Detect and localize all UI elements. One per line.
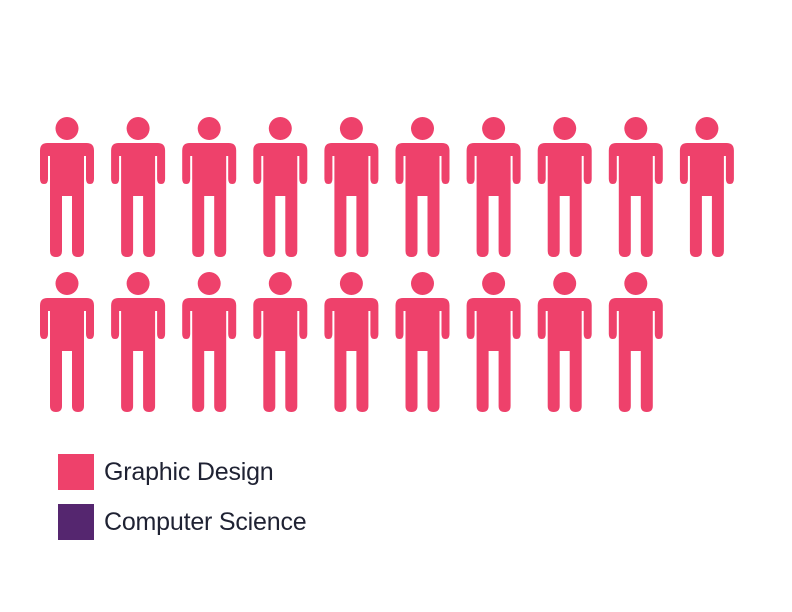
person-icon xyxy=(324,272,379,412)
person-icon xyxy=(253,117,308,257)
legend-item-computer-science: Computer Science xyxy=(58,504,307,540)
person-icon xyxy=(182,272,237,412)
person-icon xyxy=(111,272,166,412)
person-icon xyxy=(40,117,94,257)
person-icon xyxy=(608,272,663,412)
legend-item-graphic-design: Graphic Design xyxy=(58,454,306,490)
legend: Graphic Design Computer Science xyxy=(58,454,307,554)
person-icon xyxy=(111,117,166,257)
person-icon xyxy=(395,117,450,257)
legend-label-graphic-design: Graphic Design xyxy=(104,457,274,486)
person-icon xyxy=(182,117,237,257)
person-icon xyxy=(466,117,521,257)
person-icon xyxy=(537,272,592,412)
person-icon xyxy=(679,117,734,257)
person-icon xyxy=(608,117,663,257)
legend-swatch-graphic-design xyxy=(58,454,94,490)
person-icon xyxy=(680,272,734,412)
person-icon xyxy=(466,272,521,412)
person-icon xyxy=(324,117,379,257)
person-icon xyxy=(537,117,592,257)
legend-swatch-computer-science xyxy=(58,504,94,540)
person-icon xyxy=(253,272,308,412)
pictograph-chart xyxy=(40,117,734,412)
person-icon xyxy=(395,272,450,412)
person-icon xyxy=(40,272,94,412)
legend-label-computer-science: Computer Science xyxy=(104,507,307,536)
